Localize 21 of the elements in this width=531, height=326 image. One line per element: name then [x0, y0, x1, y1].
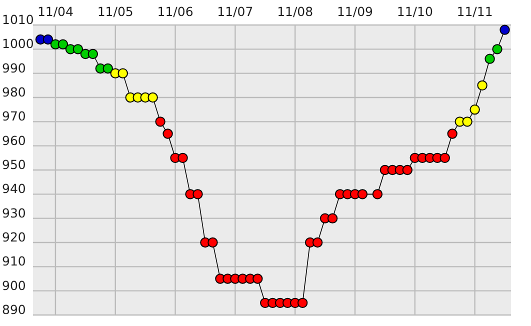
y-tick-label: 900: [2, 278, 26, 293]
x-tick-label: 11/07: [217, 4, 254, 19]
y-tick-label: 960: [2, 132, 26, 148]
y-tick-label: 890: [2, 302, 26, 317]
x-tick-label: 11/06: [157, 4, 194, 19]
x-tick-label: 11/05: [97, 4, 134, 19]
y-tick-label: 1000: [2, 36, 34, 52]
x-tick-label: 11/11: [456, 4, 493, 19]
y-tick-label: 980: [2, 84, 26, 100]
y-tick-label: 970: [2, 108, 26, 124]
x-tick-label: 11/10: [396, 4, 433, 19]
y-tick-label: 1010: [2, 12, 34, 27]
y-tick-label: 910: [2, 254, 26, 269]
y-tick-label: 920: [2, 230, 26, 244]
x-tick-label: 11/09: [336, 4, 374, 19]
y-tick-label: 940: [2, 181, 26, 196]
x-tick-label: 11/04: [37, 4, 74, 19]
y-tick-label: 950: [2, 157, 26, 172]
x-tick-label: 11/08: [277, 4, 314, 19]
y-tick-label: 990: [2, 60, 26, 76]
y-tick-label: 930: [2, 205, 26, 220]
